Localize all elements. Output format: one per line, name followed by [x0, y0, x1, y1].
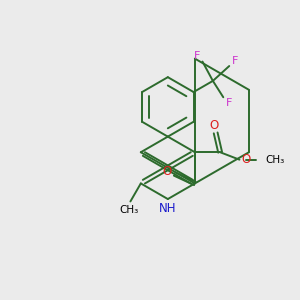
Text: O: O: [163, 164, 172, 178]
Text: CH₃: CH₃: [119, 205, 139, 215]
Text: F: F: [232, 56, 238, 66]
Text: NH: NH: [159, 202, 177, 215]
Text: O: O: [242, 153, 250, 166]
Text: CH₃: CH₃: [265, 155, 285, 165]
Text: F: F: [194, 51, 200, 61]
Text: O: O: [210, 119, 219, 132]
Text: F: F: [226, 98, 232, 108]
